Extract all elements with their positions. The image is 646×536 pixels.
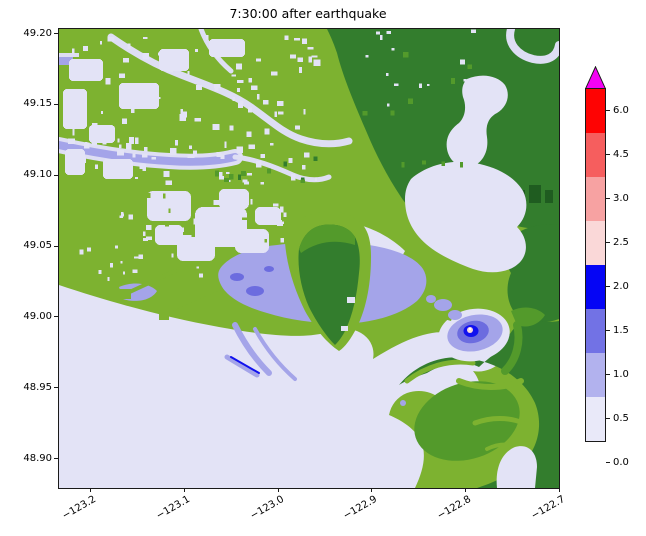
colorbar-segment xyxy=(586,133,605,177)
x-tick-mark xyxy=(371,488,373,492)
colorbar-segment xyxy=(586,309,605,353)
colorbar-tick-mark xyxy=(606,462,610,463)
y-tick-mark xyxy=(54,174,58,176)
y-tick-mark xyxy=(54,387,58,389)
colorbar-tick-label: 1.0 xyxy=(613,368,629,380)
y-tick-label: 49.20 xyxy=(23,27,52,39)
inundation-hotspot xyxy=(415,295,510,362)
colorbar-tick-mark xyxy=(606,110,610,111)
y-tick-label: 49.10 xyxy=(23,169,52,181)
colorbar-tick-mark xyxy=(606,374,610,375)
y-tick-mark xyxy=(54,458,58,459)
y-tick-mark xyxy=(54,33,58,34)
colorbar-tick-label: 4.5 xyxy=(613,148,629,160)
x-tick-mark xyxy=(559,488,560,492)
plot-area xyxy=(58,28,560,489)
x-tick-label: −123.1 xyxy=(154,493,192,522)
colorbar-tick-label: 0.0 xyxy=(613,456,629,468)
colorbar-tick-label: 3.0 xyxy=(613,192,629,204)
y-tick-mark xyxy=(54,245,58,247)
plot-title: 7:30:00 after earthquake xyxy=(229,6,387,21)
floodplain-patches xyxy=(63,39,281,261)
x-tick-label: −122.8 xyxy=(435,493,474,522)
colorbar-tick-label: 6.0 xyxy=(613,104,629,116)
colorbar-segment xyxy=(586,177,605,221)
peninsula-region xyxy=(117,211,371,351)
y-tick-mark xyxy=(54,316,58,318)
colorbar-tick-label: 0.5 xyxy=(613,412,629,424)
colorbar-segment xyxy=(586,89,605,133)
colorbar-tick-mark xyxy=(606,198,610,199)
colorbar-segment xyxy=(586,353,605,397)
flood-speckles xyxy=(68,29,476,281)
tidal-channel xyxy=(224,354,406,406)
x-tick-mark xyxy=(277,488,279,492)
y-tick-label: 49.15 xyxy=(23,98,52,110)
colorbar-tick-mark xyxy=(606,154,610,155)
colorbar: 0.0 0.5 1.0 1.5 2.0 2.5 3.0 4.5 6.0 xyxy=(585,66,645,468)
y-tick-label: 48.90 xyxy=(23,452,52,464)
y-tick-mark xyxy=(54,103,58,105)
colorbar-segment xyxy=(586,265,605,309)
south-upland-region xyxy=(399,307,559,488)
y-tick-label: 48.95 xyxy=(23,381,52,393)
y-tick-label: 49.00 xyxy=(23,310,52,322)
x-tick-mark xyxy=(183,488,185,492)
sea-region xyxy=(59,285,504,488)
colorbar-tick-mark xyxy=(606,286,610,287)
colorbar-over-arrow xyxy=(585,66,606,89)
colorbar-tick-mark xyxy=(606,242,610,243)
x-tick-label: −122.7 xyxy=(529,493,567,522)
x-tick-mark xyxy=(465,488,467,492)
colorbar-tick-mark xyxy=(606,330,610,331)
x-tick-label: −123.0 xyxy=(248,493,286,522)
inundation-map xyxy=(59,29,559,488)
colorbar-segment xyxy=(586,221,605,265)
y-tick-label: 49.05 xyxy=(23,240,52,251)
colorbar-tick-label: 1.5 xyxy=(613,324,629,336)
colorbar-tick-label: 2.0 xyxy=(613,280,629,292)
x-tick-mark xyxy=(90,488,91,492)
colorbar-segment xyxy=(586,397,605,441)
colorbar-tick-mark xyxy=(606,418,610,419)
colorbar-bar xyxy=(585,88,606,442)
river-channels xyxy=(59,29,353,183)
colorbar-tick-label: 2.5 xyxy=(613,236,629,248)
x-tick-label: −123.2 xyxy=(60,493,98,522)
x-tick-label: −122.9 xyxy=(341,493,380,522)
